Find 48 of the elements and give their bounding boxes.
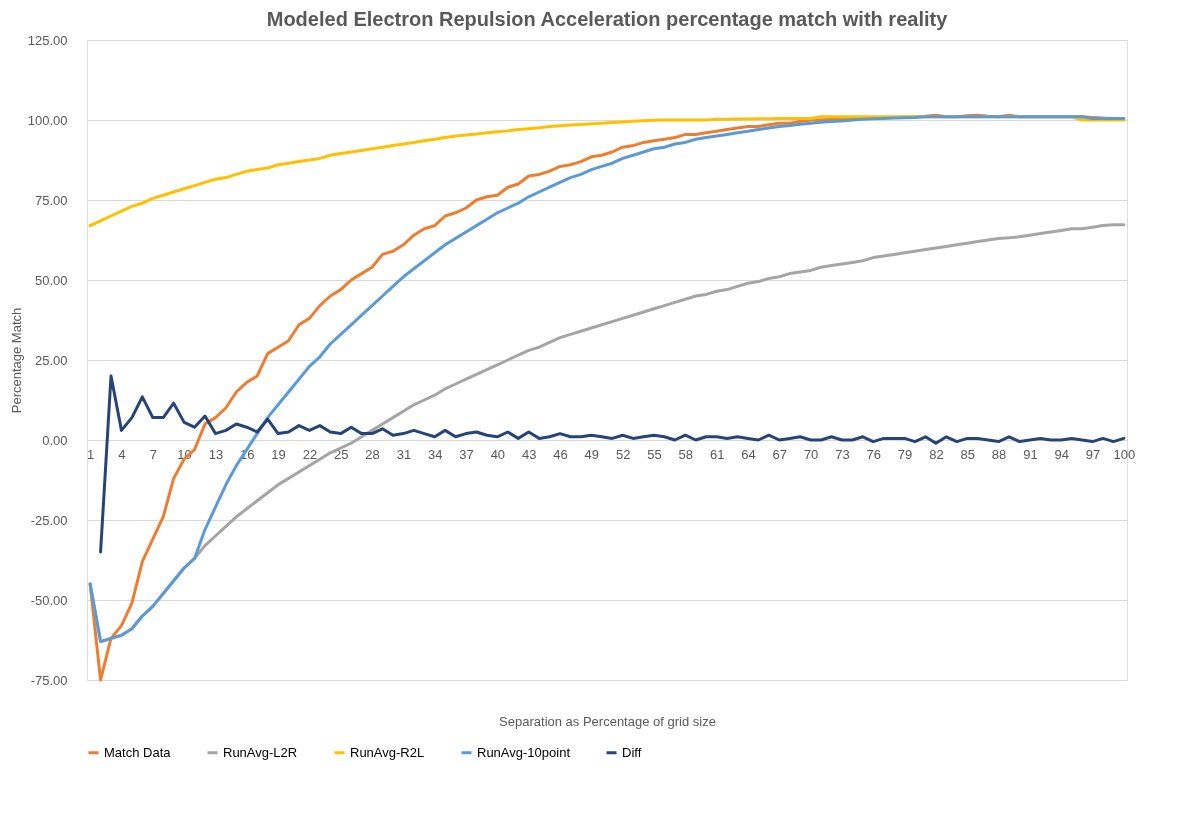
legend-label: Match Data	[104, 744, 172, 760]
x-tick-label: 67	[772, 446, 788, 462]
x-tick-label: 31	[396, 446, 412, 462]
y-tick-label: -25.00	[30, 512, 68, 528]
x-tick-label: 70	[803, 446, 819, 462]
y-tick-label: 100.00	[27, 112, 68, 128]
x-tick-label: 82	[929, 446, 944, 462]
x-tick-label: 1	[87, 446, 95, 462]
x-tick-label: 43	[521, 446, 537, 462]
x-tick-label: 100	[1113, 446, 1136, 462]
x-tick-label: 76	[866, 446, 881, 462]
legend-label: RunAvg-10point	[477, 744, 571, 760]
y-tick-label: 50.00	[34, 272, 68, 288]
x-tick-label: 85	[960, 446, 975, 462]
x-tick-label: 28	[365, 446, 380, 462]
x-tick-label: 37	[459, 446, 474, 462]
x-tick-label: 4	[118, 446, 126, 462]
y-tick-label: 75.00	[34, 192, 68, 208]
x-tick-label: 13	[208, 446, 224, 462]
x-tick-label: 61	[709, 446, 725, 462]
y-tick-label: 125.00	[27, 32, 68, 48]
x-tick-label: 46	[553, 446, 568, 462]
x-tick-label: 49	[584, 446, 600, 462]
x-tick-label: 55	[647, 446, 662, 462]
x-tick-label: 7	[149, 446, 157, 462]
x-tick-label: 94	[1054, 446, 1069, 462]
x-tick-label: 88	[991, 446, 1007, 462]
x-tick-label: 79	[897, 446, 913, 462]
x-tick-label: 52	[615, 446, 631, 462]
y-tick-label: -75.00	[30, 672, 68, 688]
legend-label: RunAvg-L2R	[223, 744, 298, 760]
x-tick-label: 73	[835, 446, 850, 462]
legend-label: Diff	[622, 744, 642, 760]
x-tick-label: 97	[1085, 446, 1101, 462]
x-tick-label: 64	[741, 446, 756, 462]
x-tick-label: 19	[271, 446, 286, 462]
x-tick-label: 40	[490, 446, 506, 462]
y-tick-label: -50.00	[30, 592, 68, 608]
chart-title: Modeled Electron Repulsion Acceleration percentage match with reality	[266, 8, 949, 30]
y-tick-label: 25.00	[34, 352, 68, 368]
x-tick-label: 58	[678, 446, 694, 462]
x-tick-label: 91	[1023, 446, 1038, 462]
y-axis-title: Percentage Match	[8, 307, 24, 414]
x-tick-label: 34	[427, 446, 443, 462]
y-tick-label: 0.00	[42, 432, 68, 448]
x-tick-label: 22	[302, 446, 318, 462]
x-axis-title: Separation as Percentage of grid size	[499, 713, 716, 729]
legend-label: RunAvg-R2L	[350, 744, 425, 760]
